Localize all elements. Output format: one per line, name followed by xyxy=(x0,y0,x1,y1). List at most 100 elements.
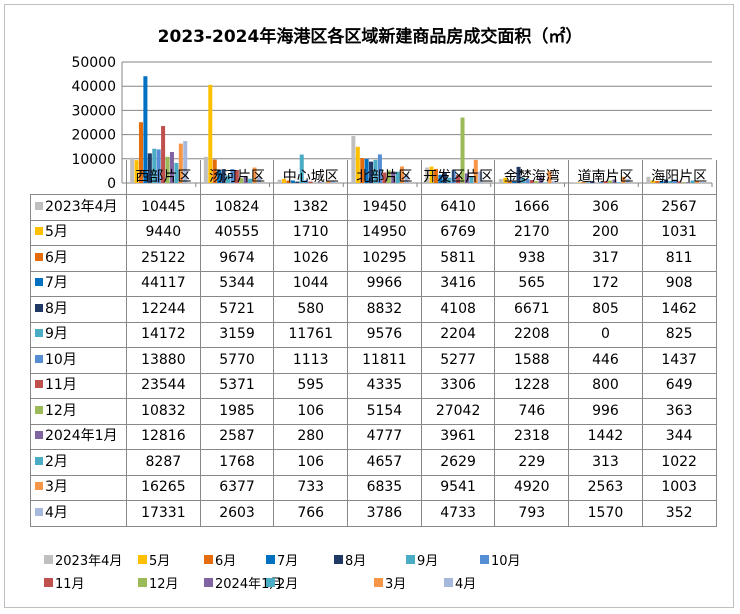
table-header-row: 西部片区 汤河片区 中心城区 北部片区 开发区片区 金梦海湾 道南片区 海阳片区 xyxy=(30,160,717,195)
data-cell: 5154 xyxy=(347,398,422,425)
series-label-cell: 7月 xyxy=(30,270,127,297)
legend-swatch-icon xyxy=(35,380,43,389)
bar-12月-开发区片区 xyxy=(460,117,465,183)
y-tick-label: 30000 xyxy=(71,103,116,119)
data-cell: 280 xyxy=(273,423,349,450)
table-corner xyxy=(30,160,127,195)
data-cell: 1026 xyxy=(273,245,349,272)
data-cell: 938 xyxy=(494,245,570,272)
y-tick-label: 50000 xyxy=(71,55,116,71)
data-cell: 0 xyxy=(568,321,643,348)
table-row: 2024年1月 12816 2587 280 4777 3961 2318 1442 344 xyxy=(30,423,717,450)
series-name: 5月 xyxy=(45,224,68,241)
series-label-cell: 3月 xyxy=(30,474,127,501)
data-cell: 10824 xyxy=(199,194,275,221)
legend-swatch-icon xyxy=(35,482,43,491)
data-cell: 13880 xyxy=(126,347,201,374)
legend-item: 4月 xyxy=(444,573,476,592)
legend-item: 9月 xyxy=(406,550,438,569)
data-cell: 5770 xyxy=(199,347,275,374)
data-cell: 10832 xyxy=(126,398,201,425)
data-cell: 306 xyxy=(568,194,643,221)
data-cell: 344 xyxy=(641,423,717,450)
data-cell: 4733 xyxy=(420,500,496,527)
series-name: 4月 xyxy=(45,504,68,521)
legend-label: 7月 xyxy=(277,554,299,569)
data-cell: 5721 xyxy=(199,296,275,323)
legend-label: 4月 xyxy=(455,577,477,592)
data-cell: 8832 xyxy=(347,296,422,323)
data-cell: 3961 xyxy=(420,423,496,450)
data-cell: 1437 xyxy=(641,347,717,374)
data-cell: 200 xyxy=(568,219,643,246)
legend-item: 12月 xyxy=(138,573,179,592)
data-cell: 746 xyxy=(494,398,570,425)
data-cell: 793 xyxy=(494,500,570,527)
data-cell: 1570 xyxy=(568,500,643,527)
legend-item: 7月 xyxy=(266,550,298,569)
data-cell: 11811 xyxy=(347,347,422,374)
series-name: 10月 xyxy=(45,351,77,368)
data-cell: 800 xyxy=(568,372,643,399)
legend-swatch-icon xyxy=(35,405,43,414)
legend-swatch-icon xyxy=(138,578,147,587)
data-cell: 10295 xyxy=(347,245,422,272)
data-cell: 1442 xyxy=(568,423,643,450)
data-cell: 2563 xyxy=(568,474,643,501)
legend-swatch-icon xyxy=(44,578,53,587)
legend-label: 9月 xyxy=(417,554,439,569)
data-cell: 8287 xyxy=(126,449,201,476)
category-label: 开发区片区 xyxy=(420,160,496,195)
legend-swatch-icon xyxy=(444,578,453,587)
data-cell: 2208 xyxy=(494,321,570,348)
series-name: 12月 xyxy=(45,402,77,419)
legend-item: 10月 xyxy=(480,550,521,569)
table-row: 7月 44117 5344 1044 9966 3416 565 172 908 xyxy=(30,270,717,297)
data-cell: 580 xyxy=(273,296,349,323)
data-cell: 4108 xyxy=(420,296,496,323)
data-cell: 5371 xyxy=(199,372,275,399)
y-tick-label: 20000 xyxy=(71,128,116,144)
table-row: 6月 25122 9674 1026 10295 5811 938 317 811 xyxy=(30,245,717,272)
data-cell: 14172 xyxy=(126,321,201,348)
legend-swatch-icon xyxy=(35,507,43,516)
series-label-cell: 2月 xyxy=(30,449,127,476)
legend-swatch-icon xyxy=(35,431,43,440)
data-cell: 1768 xyxy=(199,449,275,476)
legend-swatch-icon xyxy=(35,456,43,465)
series-label-cell: 6月 xyxy=(30,245,127,272)
data-cell: 811 xyxy=(641,245,717,272)
data-cell: 2603 xyxy=(199,500,275,527)
legend-swatch-icon xyxy=(480,555,489,564)
bar-7月-西部片区 xyxy=(143,76,148,183)
series-name: 9月 xyxy=(45,326,68,343)
legend-swatch-icon xyxy=(266,555,275,564)
data-cell: 1022 xyxy=(641,449,717,476)
series-label-cell: 2024年1月 xyxy=(30,423,127,450)
legend-label: 5月 xyxy=(149,554,171,569)
data-cell: 649 xyxy=(641,372,717,399)
data-cell: 4777 xyxy=(347,423,422,450)
series-label-cell: 10月 xyxy=(30,347,127,374)
data-cell: 1044 xyxy=(273,270,349,297)
bar-2023年4月-北部片区 xyxy=(351,135,356,183)
legend-label: 2023年4月 xyxy=(55,554,123,569)
data-cell: 352 xyxy=(641,500,717,527)
data-cell: 2629 xyxy=(420,449,496,476)
legend-label: 12月 xyxy=(149,577,179,592)
data-cell: 106 xyxy=(273,398,349,425)
data-cell: 9541 xyxy=(420,474,496,501)
series-name: 2月 xyxy=(45,453,68,470)
series-name: 7月 xyxy=(45,275,68,292)
data-cell: 595 xyxy=(273,372,349,399)
chart-frame xyxy=(4,4,734,608)
data-cell: 9576 xyxy=(347,321,422,348)
data-cell: 6769 xyxy=(420,219,496,246)
data-cell: 25122 xyxy=(126,245,201,272)
data-cell: 23544 xyxy=(126,372,201,399)
table-row: 2023年4月 10445 10824 1382 19450 6410 1666 306 256… xyxy=(30,194,717,221)
series-label-cell: 9月 xyxy=(30,321,127,348)
table-row: 10月 13880 5770 1113 11811 5277 1588 446 1437 xyxy=(30,347,717,374)
data-cell: 2567 xyxy=(641,194,717,221)
